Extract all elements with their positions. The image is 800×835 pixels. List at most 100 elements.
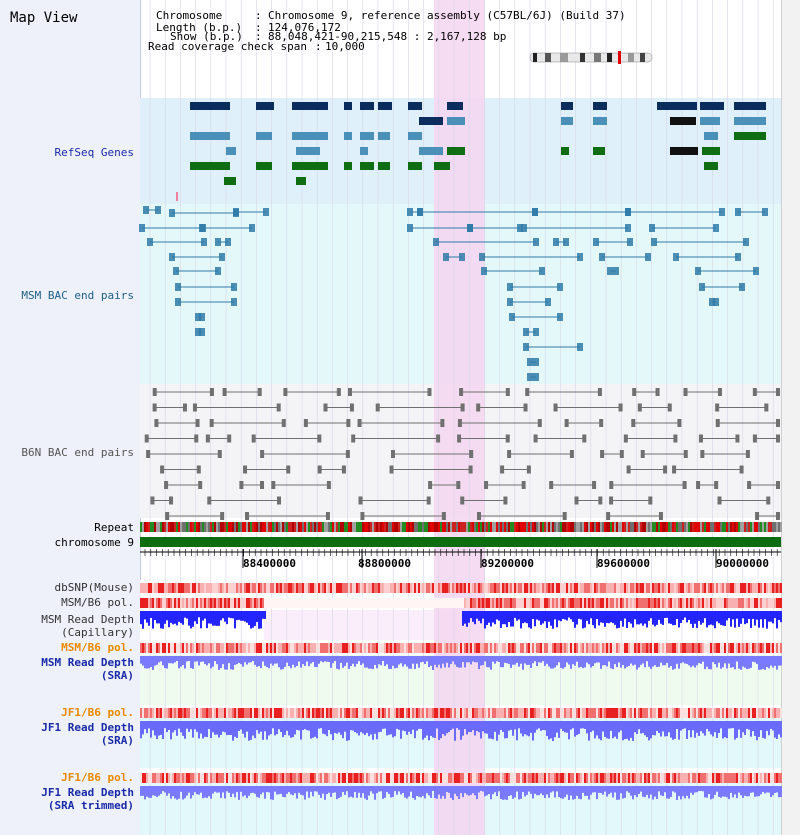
heat-mark — [756, 708, 758, 718]
repeat-mark — [720, 522, 722, 532]
depth-mark — [504, 786, 506, 800]
heat-mark — [714, 643, 716, 653]
heat-mark — [356, 643, 358, 653]
depth-mark — [202, 611, 204, 621]
heat-mark — [516, 773, 518, 783]
heat-mark — [228, 773, 230, 783]
depth-mark — [140, 611, 142, 625]
repeat-mark — [146, 522, 148, 532]
depth-mark — [544, 721, 546, 731]
track-label-repeat: Repeat — [94, 521, 134, 534]
heat-mark — [606, 598, 608, 608]
b6n-bac-end — [440, 419, 445, 427]
heat-mark — [708, 708, 710, 718]
b6n-bac-end — [553, 403, 558, 412]
heat-mark — [536, 598, 538, 608]
heat-mark — [336, 643, 338, 653]
depth-mark — [510, 721, 512, 730]
repeat-mark — [168, 522, 170, 532]
heat-mark — [612, 583, 614, 593]
depth-mark — [152, 721, 154, 731]
heat-mark — [416, 708, 418, 718]
heat-mark — [684, 643, 686, 653]
heat-mark — [280, 708, 282, 718]
heat-mark — [552, 598, 554, 608]
repeat-mark — [600, 522, 602, 532]
b6n-bac-end — [245, 512, 250, 520]
depth-mark — [280, 656, 282, 670]
depth-mark — [494, 721, 496, 732]
track-label-msm-bac[interactable]: MSM BAC end pairs — [21, 289, 134, 302]
heat-mark — [626, 583, 628, 593]
heat-mark — [184, 583, 186, 593]
depth-mark — [496, 611, 498, 620]
depth-mark — [714, 786, 716, 795]
heat-mark — [328, 773, 330, 783]
depth-mark — [718, 721, 720, 734]
msm-bac-end — [533, 328, 539, 336]
heat-mark — [498, 598, 500, 608]
depth-mark — [248, 721, 250, 741]
heat-mark — [684, 598, 686, 608]
depth-mark — [328, 721, 330, 731]
track-label-refseq[interactable]: RefSeq Genes — [54, 146, 134, 159]
heat-mark — [344, 773, 346, 783]
depth-mark — [344, 786, 346, 795]
heat-mark — [686, 643, 688, 653]
vertical-scrollbar[interactable] — [781, 0, 800, 835]
repeat-mark — [256, 522, 258, 532]
depth-mark — [402, 786, 404, 794]
heat-mark — [222, 773, 224, 783]
repeat-mark — [752, 522, 754, 532]
heat-mark — [674, 773, 676, 783]
depth-mark — [572, 611, 574, 622]
depth-mark — [452, 786, 454, 800]
depth-mark — [272, 721, 274, 729]
gene-exon — [296, 177, 306, 185]
depth-mark — [518, 786, 520, 800]
depth-mark — [472, 721, 474, 731]
heat-mark — [182, 643, 184, 653]
depth-mark — [140, 786, 142, 797]
depth-mark — [552, 721, 554, 741]
heat-mark — [502, 708, 504, 718]
heat-mark — [254, 643, 256, 653]
repeat-mark — [774, 522, 776, 532]
heat-mark — [156, 598, 158, 608]
depth-mark — [632, 611, 634, 628]
heat-mark — [216, 708, 218, 718]
heat-mark — [680, 773, 682, 783]
b6n-bac-end — [196, 465, 201, 474]
repeat-mark — [164, 522, 166, 532]
depth-mark — [772, 721, 774, 731]
depth-mark — [694, 786, 696, 793]
depth-mark — [644, 656, 646, 668]
depth-mark — [578, 786, 580, 799]
heat-mark — [388, 708, 390, 718]
heat-mark — [276, 773, 278, 783]
repeat-mark — [356, 522, 358, 532]
ruler-tick-label: 90000000 — [716, 557, 769, 570]
repeat-mark — [268, 522, 270, 532]
repeat-mark — [504, 522, 506, 532]
heat-mark — [482, 708, 484, 718]
repeat-mark — [768, 522, 770, 532]
repeat-mark — [220, 522, 222, 532]
msm-bac-end — [557, 283, 563, 291]
ideogram-band — [594, 53, 601, 62]
heat-mark — [704, 708, 706, 718]
heat-mark — [614, 773, 616, 783]
gene-exon — [190, 132, 230, 140]
heat-mark — [144, 598, 146, 608]
heat-mark — [698, 598, 700, 608]
depth-mark — [194, 611, 196, 622]
depth-mark — [392, 721, 394, 738]
depth-mark — [488, 721, 490, 739]
heat-mark — [696, 708, 698, 718]
repeat-mark — [748, 522, 750, 532]
heat-mark — [516, 598, 518, 608]
track-label-b6n-bac[interactable]: B6N BAC end pairs — [21, 446, 134, 459]
heat-mark — [424, 708, 426, 718]
msm-bac-end — [195, 313, 201, 321]
